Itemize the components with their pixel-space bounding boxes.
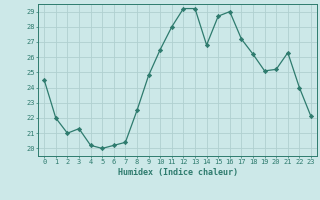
X-axis label: Humidex (Indice chaleur): Humidex (Indice chaleur) — [118, 168, 238, 177]
